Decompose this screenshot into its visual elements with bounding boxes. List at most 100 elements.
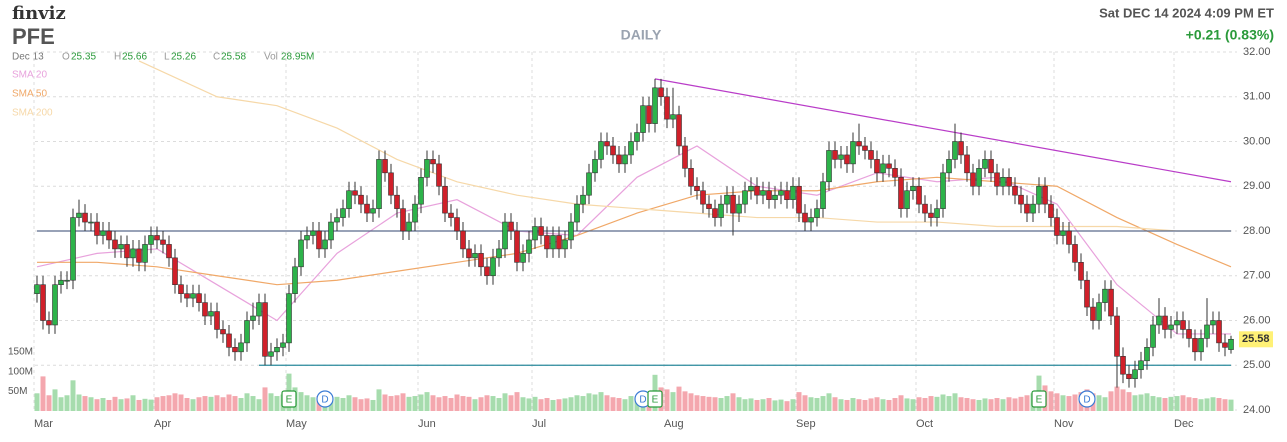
volume-bar	[214, 395, 220, 411]
volume-bar	[556, 399, 562, 411]
candle-body	[376, 159, 382, 209]
candle-body	[196, 293, 202, 303]
candle-body	[1096, 302, 1102, 321]
volume-bar	[904, 398, 910, 411]
candle-body	[172, 257, 178, 286]
candle-body	[1072, 244, 1078, 263]
volume-bar	[370, 399, 376, 411]
volume-bar	[490, 396, 496, 411]
candle-body	[928, 212, 934, 218]
candle-body	[958, 141, 964, 156]
candle-body	[448, 212, 454, 218]
ohlc-label: L	[164, 52, 170, 63]
volume-bar	[922, 398, 928, 411]
candle-body	[526, 239, 532, 254]
volume-bar	[1156, 397, 1162, 411]
volume-bar	[346, 395, 352, 411]
candle-body	[286, 293, 292, 344]
candle-body	[598, 141, 604, 160]
candle-body	[190, 293, 196, 299]
candle-body	[604, 141, 610, 147]
x-tick-label: Jun	[418, 418, 436, 430]
volume-bar	[1150, 396, 1156, 411]
legend-entry: SMA 20	[12, 70, 47, 81]
price-tag	[1239, 331, 1273, 348]
volume-bar	[958, 397, 964, 411]
candle-body	[1120, 355, 1126, 375]
candle-body	[640, 105, 646, 133]
candle-body	[208, 311, 214, 317]
candle-body	[466, 248, 472, 259]
volume-bar	[814, 398, 820, 411]
volume-bar	[682, 391, 688, 411]
legend-entry: SMA 50	[12, 89, 47, 100]
candle-body	[676, 114, 682, 147]
candle-body	[670, 114, 676, 120]
candle-body	[370, 208, 376, 214]
candle-body	[646, 105, 652, 124]
volume-bar	[340, 398, 346, 411]
volume-bar	[1120, 389, 1126, 411]
volume-bar	[442, 396, 448, 411]
volume-bar	[784, 401, 790, 411]
volume-bar	[1096, 395, 1102, 411]
candle-body	[568, 221, 574, 241]
candle-body	[550, 235, 556, 250]
candle-body	[154, 235, 160, 241]
candle-body	[1054, 217, 1060, 236]
candle-body	[148, 235, 154, 245]
volume-bar	[580, 396, 586, 411]
candle-body	[166, 244, 172, 259]
candle-body	[328, 221, 334, 241]
volume-bar	[826, 393, 832, 411]
volume-bar	[112, 396, 118, 411]
volume-bar	[454, 394, 460, 411]
volume-bar	[262, 387, 268, 411]
volume-bar	[1132, 395, 1138, 411]
candle-body	[1198, 338, 1204, 353]
candle-body	[250, 315, 256, 321]
candle-body	[712, 208, 718, 218]
candle-body	[652, 87, 658, 124]
volume-bar	[712, 397, 718, 411]
volume-bar	[940, 394, 946, 411]
candle-body	[850, 141, 856, 165]
volume-bar	[304, 395, 310, 411]
volume-bar	[808, 397, 814, 411]
candle-body	[1150, 324, 1156, 348]
event-label: E	[286, 395, 293, 406]
candle-body	[880, 163, 886, 174]
candle-body	[658, 87, 664, 98]
volume-bar	[850, 398, 856, 411]
volume-bar	[856, 399, 862, 411]
volume-bar	[172, 393, 178, 411]
volume-bar	[1186, 397, 1192, 411]
candle-body	[508, 221, 514, 232]
volume-bar	[592, 394, 598, 411]
candle-body	[682, 145, 688, 169]
candle-body	[298, 239, 304, 268]
volume-bar	[1216, 398, 1222, 411]
candle-body	[352, 190, 358, 196]
volume-bar	[628, 396, 634, 411]
candle-body	[418, 177, 424, 205]
volume-bar	[436, 397, 442, 411]
candle-body	[430, 159, 436, 165]
legend-entry: SMA 200	[12, 108, 53, 119]
x-tick-label: Apr	[154, 418, 171, 430]
candle-body	[976, 168, 982, 187]
candle-body	[436, 163, 442, 187]
candle-body	[916, 185, 922, 205]
volume-bar	[700, 396, 706, 411]
volume-bar	[1210, 397, 1216, 411]
volume-bar	[406, 396, 412, 411]
candle-body	[274, 347, 280, 353]
candle-body	[946, 159, 952, 174]
volume-bar	[934, 396, 940, 411]
volume-bar	[376, 389, 382, 411]
earnings-marker	[647, 390, 663, 408]
candle-body	[1174, 320, 1180, 326]
candle-body	[826, 150, 832, 183]
candle-body	[202, 302, 208, 317]
candle-body	[628, 141, 634, 156]
